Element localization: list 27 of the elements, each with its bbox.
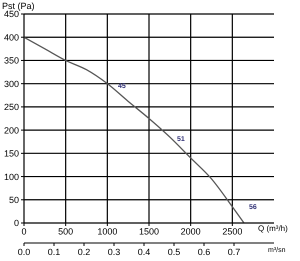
y-tick-label: 200: [4, 125, 19, 136]
x2-tick-label: 0.7: [228, 247, 240, 257]
x2-tick-label: 0.4: [138, 247, 150, 257]
x2-tick-label: 0.5: [168, 247, 180, 257]
x2-tick-label: 0.1: [48, 247, 60, 257]
y-tick-label: 0: [14, 218, 19, 228]
x2-tick-label: 0.3: [108, 247, 120, 257]
y-tick-label: 50: [8, 194, 19, 205]
y-tick-label: 150: [4, 148, 19, 159]
x2-tick-label: 0.0: [18, 247, 30, 257]
y-tick-label: 100: [4, 172, 19, 182]
y-tick-label: 300: [4, 78, 19, 89]
x2-tick-label: 0.2: [78, 247, 90, 257]
y-tick-label: 450: [4, 9, 19, 20]
y-tick-label: 350: [4, 56, 19, 66]
x-tick-label: 500: [58, 226, 74, 236]
x-tick-label: 1000: [97, 226, 118, 236]
y-tick-label: 250: [4, 102, 19, 112]
line-series: [24, 36, 245, 223]
y-axis-title: Pst (Pa): [2, 1, 35, 11]
x-tick-label: 1500: [138, 226, 160, 236]
x-axis-title: Q (m³/h): [258, 224, 288, 233]
x2-tick-label: 0.6: [198, 247, 210, 257]
y-tick-label: 400: [4, 32, 19, 42]
x-tick-label: 2000: [180, 226, 201, 236]
x-tick-label: 0: [21, 226, 27, 236]
x-tick-label: 2500: [222, 226, 242, 236]
